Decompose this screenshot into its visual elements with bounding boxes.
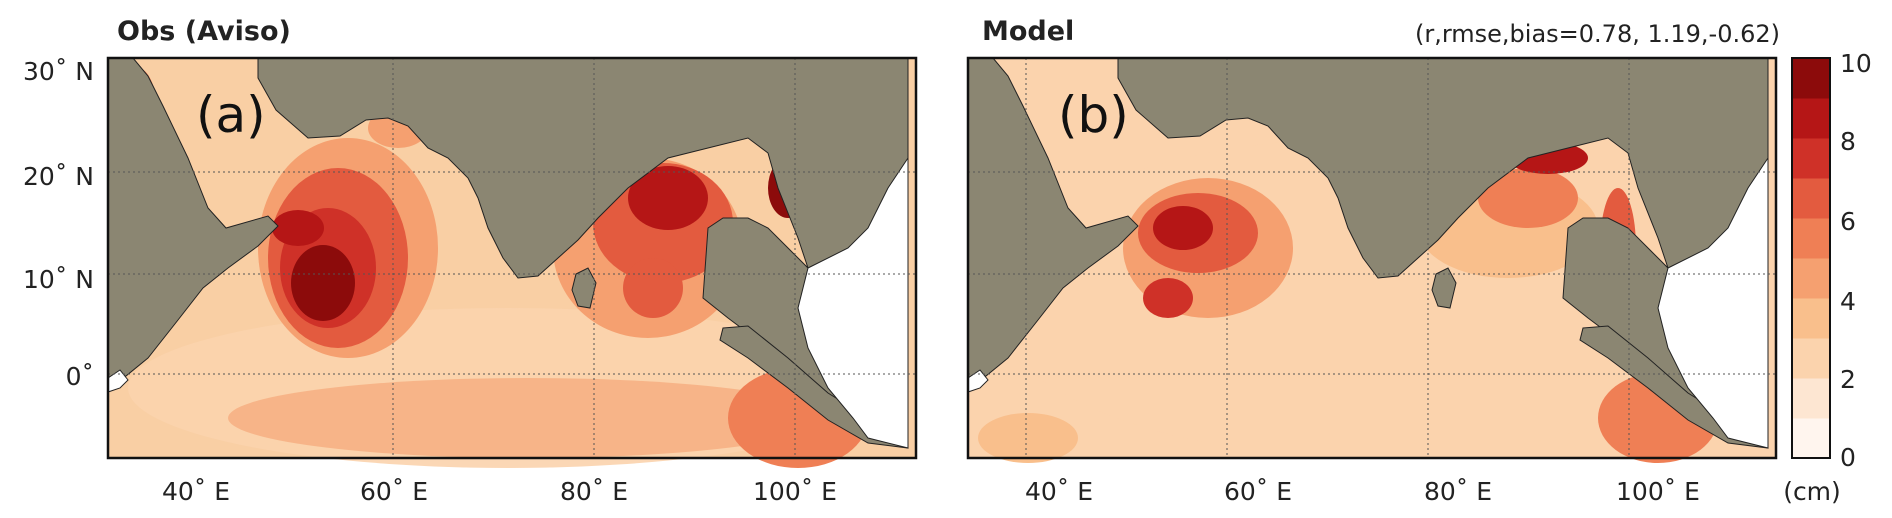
colorbar-unit: (cm) <box>1783 477 1841 506</box>
colorbar-tick-2: 2 <box>1840 365 1856 394</box>
colorbar-tick-4: 4 <box>1840 287 1856 316</box>
panel-b-grid <box>968 58 1776 458</box>
panel-a-title: Obs (Aviso) <box>117 16 291 47</box>
colorbar-tick-10: 10 <box>1840 49 1872 78</box>
panel-b-label: (b) <box>1058 86 1129 144</box>
lon-tick-a-60e: 60˚ E <box>360 477 428 506</box>
colorbar-swatch <box>1792 298 1830 339</box>
colorbar-swatch <box>1792 378 1830 419</box>
colorbar-tick-8: 8 <box>1840 127 1856 156</box>
colorbar-swatch <box>1792 338 1830 379</box>
lon-tick-b-80e: 80˚ E <box>1424 477 1492 506</box>
panel-b-title: Model <box>982 16 1074 47</box>
colorbar: 10 8 6 4 2 0 (cm) <box>1783 49 1872 506</box>
lon-tick-a-80e: 80˚ E <box>560 477 628 506</box>
lat-tick-30n: 30˚ N <box>23 57 94 86</box>
panel-a-outside-domain <box>797 156 909 449</box>
panel-b: Model (r,rmse,bias=0.78, 1.19,-0.62) <box>966 16 1780 463</box>
lon-tick-b-40e: 40˚ E <box>1025 477 1093 506</box>
lat-tick-20n: 20˚ N <box>23 162 94 191</box>
lat-axis: 30˚ N 20˚ N 10˚ N 0˚ <box>23 57 94 391</box>
lon-tick-a-40e: 40˚ E <box>162 477 230 506</box>
colorbar-swatch <box>1792 178 1830 219</box>
panel-b-stats: (r,rmse,bias=0.78, 1.19,-0.62) <box>1415 20 1780 48</box>
lon-tick-a-100e: 100˚ E <box>753 477 837 506</box>
colorbar-swatch <box>1792 98 1830 139</box>
colorbar-tick-0: 0 <box>1840 443 1856 472</box>
colorbar-swatch <box>1792 138 1830 179</box>
panel-a-field <box>118 68 888 468</box>
colorbar-swatch <box>1792 58 1830 99</box>
panel-a-label: (a) <box>196 86 266 144</box>
colorbar-swatch <box>1792 218 1830 259</box>
colorbar-ticks: 10 8 6 4 2 0 <box>1840 49 1872 472</box>
lon-axis-a: 40˚ E 60˚ E 80˚ E 100˚ E <box>162 477 837 506</box>
lon-tick-b-100e: 100˚ E <box>1616 477 1700 506</box>
colorbar-swatches <box>1792 58 1830 459</box>
colorbar-tick-6: 6 <box>1840 207 1856 236</box>
colorbar-swatch <box>1792 418 1830 459</box>
panel-b-outside-domain <box>1657 156 1769 449</box>
panel-a-grid <box>108 58 916 458</box>
panel-a: Obs (Aviso) <box>106 16 918 468</box>
colorbar-swatch <box>1792 258 1830 299</box>
lat-tick-0: 0˚ <box>66 362 94 391</box>
lon-tick-b-60e: 60˚ E <box>1224 477 1292 506</box>
lat-tick-10n: 10˚ N <box>23 265 94 294</box>
lon-axis-b: 40˚ E 60˚ E 80˚ E 100˚ E <box>1025 477 1700 506</box>
